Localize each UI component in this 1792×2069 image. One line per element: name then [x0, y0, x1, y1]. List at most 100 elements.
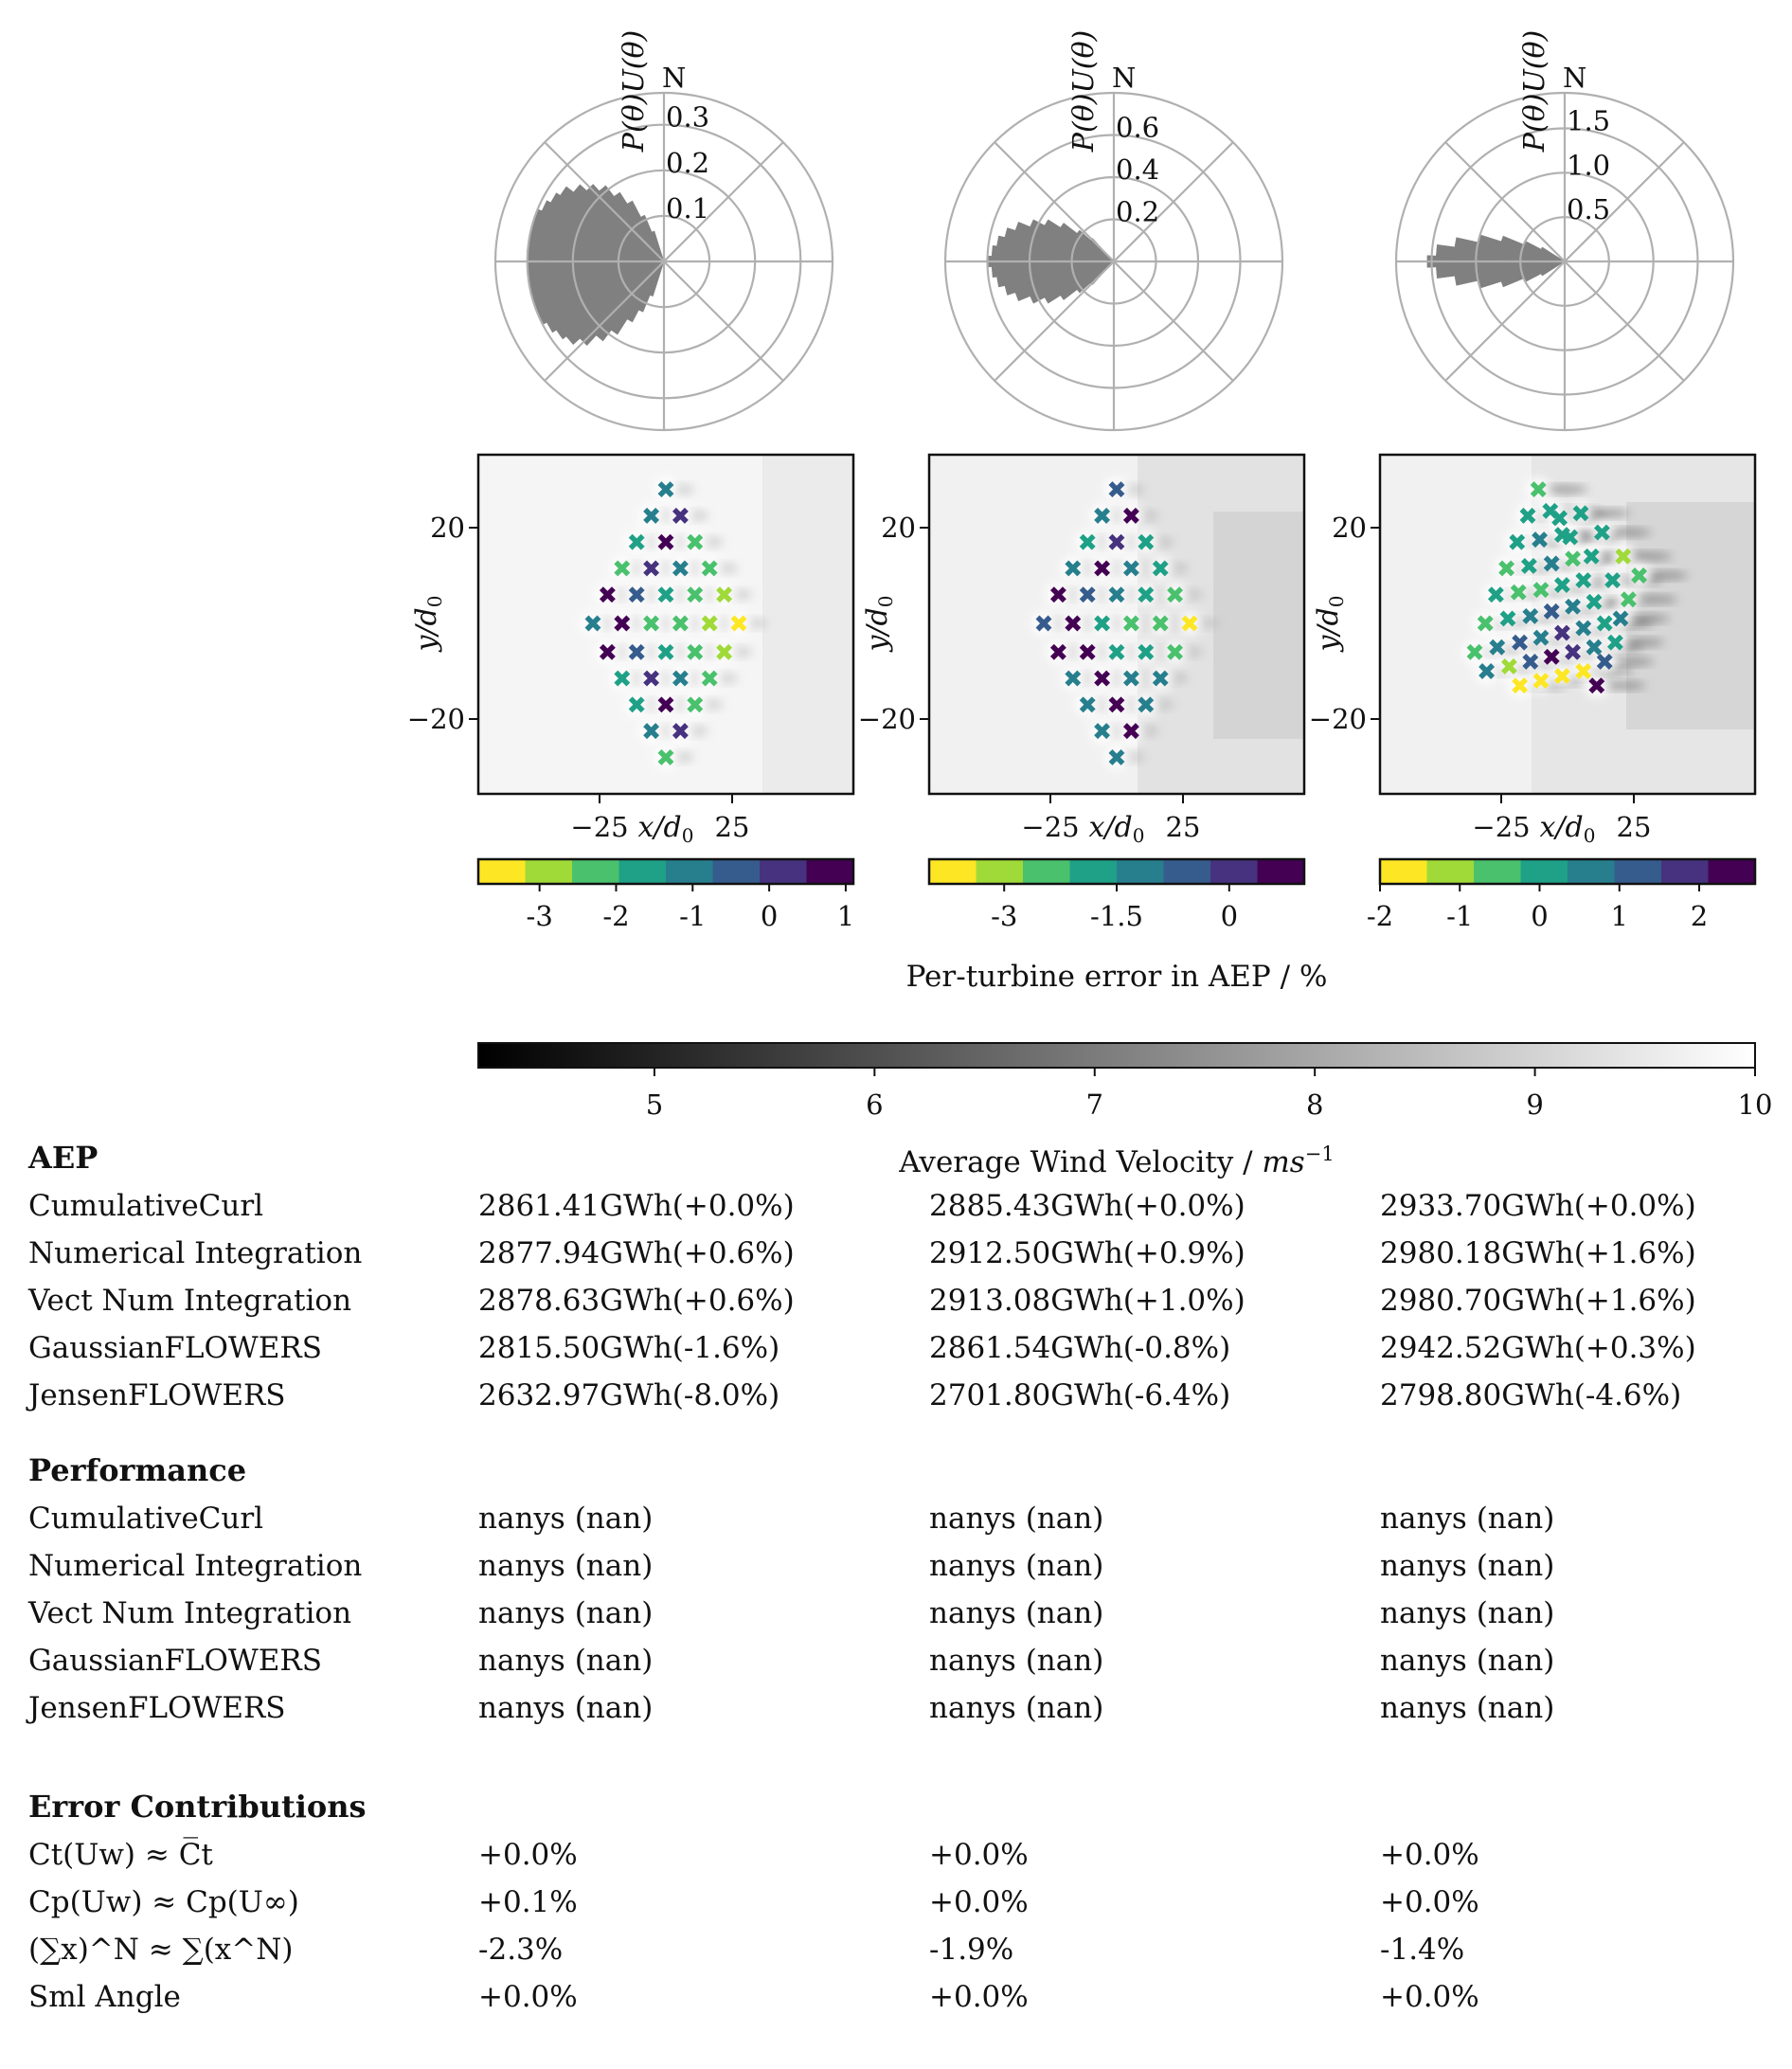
turbine-marker: [716, 586, 733, 603]
turbine-marker: [1108, 643, 1125, 660]
colorbar-tick-label: 2: [1691, 900, 1708, 932]
turbine-marker: [1575, 663, 1592, 679]
error-colorbar-1: -3 -2 -1 0 1: [476, 857, 855, 932]
colorbar-segment: [806, 859, 854, 884]
table-cell: nanys (nan): [1380, 1644, 1554, 1678]
colorbar-tick-label: 1: [837, 900, 854, 932]
turbine-marker: [672, 670, 689, 687]
turbine-marker: [1079, 696, 1096, 713]
turbine-marker: [1530, 481, 1547, 498]
wind-rose-panel-3: 0.5 1.0 1.5 N P(θ)U(θ): [1394, 30, 1735, 432]
table-row-label: CumulativeCurl: [28, 1189, 263, 1223]
colorbar-segment: [1520, 859, 1568, 884]
turbine-marker: [584, 615, 601, 632]
polar-r-tick-label: 0.4: [1116, 153, 1159, 186]
table-cell: -1.9%: [929, 1933, 1013, 1967]
turbine-marker: [687, 586, 704, 603]
farm-layout-panel-3: −25 25 20 −20 x/d0 y/d0: [1309, 453, 1757, 847]
turbine-marker: [1108, 533, 1125, 550]
polar-ylabel: P(θ)U(θ): [618, 30, 651, 153]
colorbar-segment: [1708, 859, 1756, 884]
layout-frame: [1378, 453, 1757, 796]
wake-field: [929, 455, 1304, 794]
velocity-background-shade: [1213, 512, 1304, 739]
table-cell: -1.4%: [1380, 1933, 1464, 1967]
turbine-marker: [1065, 670, 1082, 687]
velocity-colorbar-gradient: [477, 1042, 1756, 1069]
turbine-marker: [687, 696, 704, 713]
colorbar-segment: [1661, 859, 1709, 884]
colorbar-segment: [1257, 859, 1305, 884]
velocity-colorbar-label: Average Wind Velocity / ms−1: [898, 1142, 1334, 1179]
polar-ylabel: P(θ)U(θ): [1518, 30, 1551, 153]
table-cell: nanys (nan): [478, 1644, 653, 1678]
colorbar-segment: [525, 859, 573, 884]
velocity-tick-label: 9: [1526, 1088, 1543, 1121]
turbine-marker: [1565, 643, 1582, 660]
x-tick-label: −25: [1472, 811, 1530, 843]
table-cell: nanys (nan): [478, 1691, 653, 1725]
colorbar-segment: [976, 859, 1024, 884]
turbine-wake: [1615, 639, 1665, 647]
turbine-marker: [1138, 586, 1155, 603]
x-axis-label: x/d0: [1540, 811, 1596, 847]
turbine-marker: [628, 586, 645, 603]
layout-frame: [927, 453, 1306, 796]
table-cell: nanys (nan): [478, 1502, 653, 1536]
polar-r-tick-label: 0.1: [666, 192, 709, 225]
turbine-marker: [1596, 615, 1613, 632]
colorbar-segment: [760, 859, 807, 884]
turbine-marker: [1049, 586, 1066, 603]
table-cell: 2861.41GWh(+0.0%): [478, 1189, 795, 1223]
turbine-marker: [1522, 653, 1539, 670]
turbine-marker: [1049, 643, 1066, 660]
table-cell: +0.0%: [929, 1885, 1029, 1919]
turbine-marker: [643, 670, 660, 687]
table-row-label: Numerical Integration: [28, 1549, 362, 1583]
turbine-marker: [643, 723, 660, 740]
colorbar-tick-label: -3: [527, 900, 553, 932]
polar-r-tick-label: 1.5: [1567, 104, 1610, 136]
table-row-label: GaussianFLOWERS: [28, 1644, 322, 1678]
turbine-wake: [1538, 485, 1588, 494]
polar-r-tick-label: 1.0: [1567, 149, 1610, 181]
colorbar-segment: [572, 859, 619, 884]
colorbar-frame: [1378, 857, 1757, 886]
turbine-wake: [1596, 681, 1646, 690]
table-cell: +0.0%: [929, 1838, 1029, 1872]
colorbar-tick-label: -3: [991, 900, 1017, 932]
turbine-marker: [628, 643, 645, 660]
x-tick-label: −25: [570, 811, 628, 843]
turbine-wake: [1604, 657, 1655, 666]
colorbar-segment: [1069, 859, 1118, 884]
polar-r-tick-label: 0.3: [666, 101, 709, 134]
table-cell: 2877.94GWh(+0.6%): [478, 1236, 795, 1270]
table-cell: nanys (nan): [478, 1549, 653, 1583]
colorbar-segment: [1023, 859, 1070, 884]
wind-bar: [651, 230, 665, 262]
turbine-wake: [1639, 571, 1689, 580]
turbine-marker: [1499, 610, 1516, 627]
turbine-marker: [672, 723, 689, 740]
turbine-marker: [1604, 572, 1622, 588]
y-axis-label: y/d0: [1312, 596, 1348, 654]
layout-frame: [476, 453, 855, 796]
turbine-marker: [1138, 533, 1155, 550]
table-row-label: Cp(Uw) ≈ Cp(U∞): [28, 1885, 299, 1919]
y-tick-label: 20: [881, 512, 916, 544]
table-cell: nanys (nan): [478, 1596, 653, 1630]
table-cell: 2798.80GWh(-4.6%): [1380, 1378, 1681, 1412]
velocity-tick-label: 8: [1306, 1088, 1323, 1121]
table-cell: 2912.50GWh(+0.9%): [929, 1236, 1245, 1270]
turbine-marker: [1108, 748, 1125, 765]
turbine-marker: [1094, 670, 1111, 687]
turbine-marker: [657, 748, 674, 765]
colorbar-tick-label: -1: [1446, 900, 1473, 932]
turbine-marker: [1079, 643, 1096, 660]
colorbar-segment: [1163, 859, 1211, 884]
turbine-marker: [1181, 615, 1198, 632]
polar-spoke: [1564, 261, 1685, 382]
turbine-marker: [1562, 529, 1579, 546]
velocity-colorbar: 5 6 7 8 9 10: [477, 1042, 1772, 1121]
table-row-label: Vect Num Integration: [27, 1284, 351, 1318]
